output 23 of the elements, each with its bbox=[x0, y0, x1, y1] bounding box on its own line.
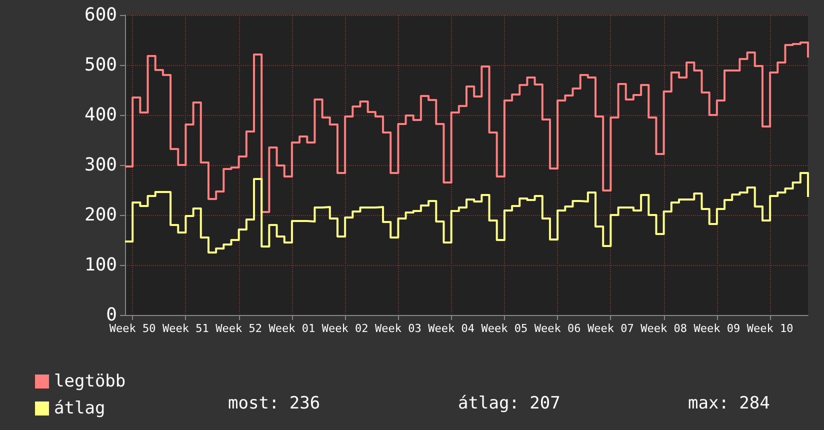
legend-label: átlag bbox=[54, 398, 106, 418]
y-tick-label: 500 bbox=[84, 54, 117, 76]
x-tick-label: Week 02 bbox=[322, 322, 368, 335]
x-tick-label: Week 01 bbox=[268, 322, 316, 335]
x-tick-label: Week 10 bbox=[746, 322, 794, 335]
y-tick-label: 400 bbox=[84, 104, 117, 126]
x-tick-label: Week 05 bbox=[481, 322, 528, 335]
x-tick-label: Week 04 bbox=[428, 322, 475, 335]
x-tick-label: Week 03 bbox=[375, 322, 422, 335]
x-tick-label: Week 08 bbox=[640, 322, 687, 335]
text: most: 236 bbox=[228, 394, 320, 414]
text: átlag: 207 bbox=[458, 394, 560, 414]
legend-label: legtöbb bbox=[54, 372, 126, 392]
x-tick-label: Week 06 bbox=[534, 322, 581, 335]
y-tick-label: 200 bbox=[84, 204, 117, 226]
x-tick-label: Week 07 bbox=[588, 322, 634, 335]
text: max: 284 bbox=[688, 394, 770, 414]
y-tick-label: 300 bbox=[84, 154, 117, 176]
x-tick-label: Week 51 bbox=[162, 322, 209, 335]
y-tick-label: 600 bbox=[84, 4, 117, 26]
x-tick-label: Week 52 bbox=[216, 322, 262, 335]
y-tick-label: 100 bbox=[84, 254, 117, 276]
x-tick-label: Week 09 bbox=[694, 322, 740, 335]
